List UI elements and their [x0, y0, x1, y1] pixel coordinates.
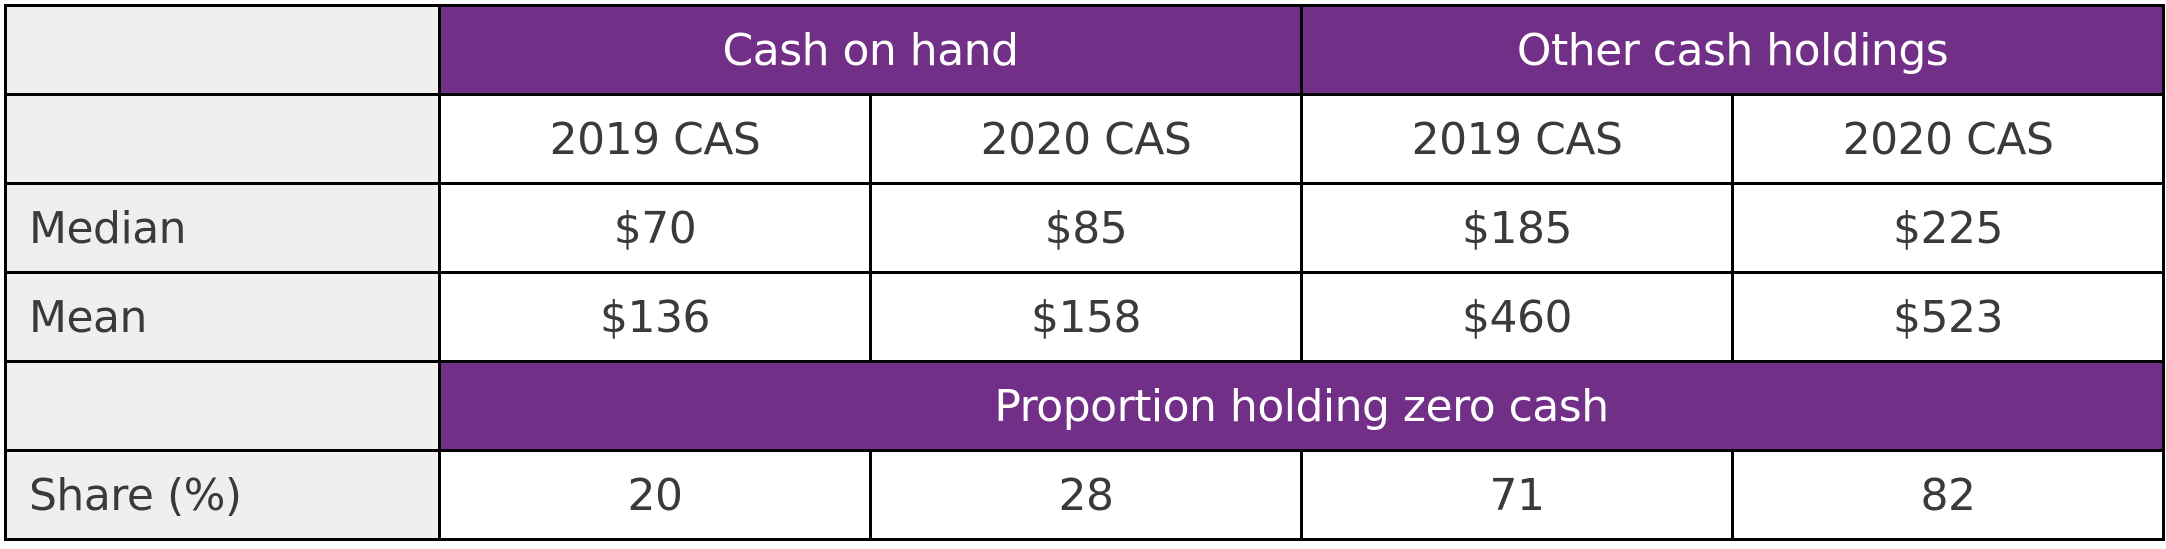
- column-header-row: 2019 CAS 2020 CAS 2019 CAS 2020 CAS: [4, 93, 2166, 185]
- table-cell: $158: [868, 271, 1304, 363]
- column-header-label-cell: [4, 93, 441, 185]
- table-cell: $85: [868, 182, 1304, 274]
- column-header: 2020 CAS: [868, 93, 1304, 185]
- table-cell: 82: [1731, 449, 2166, 541]
- table-row-mean: Mean $136 $158 $460 $523: [4, 271, 2166, 363]
- section-header-label-cell: [4, 360, 441, 452]
- section-header-zero-cash: Proportion holding zero cash: [437, 360, 2166, 452]
- row-label-median: Median: [4, 182, 441, 274]
- row-label-share: Share (%): [4, 449, 441, 541]
- table-row-share: Share (%) 20 28 71 82: [4, 449, 2166, 541]
- column-header: 2019 CAS: [1300, 93, 1735, 185]
- row-label-mean: Mean: [4, 271, 441, 363]
- table-cell: $136: [438, 271, 872, 363]
- table-cell: 28: [868, 449, 1304, 541]
- column-header: 2020 CAS: [1731, 93, 2166, 185]
- group-header-cash-on-hand: Cash on hand: [437, 4, 1304, 96]
- table-cell: 71: [1300, 449, 1735, 541]
- group-header-other-cash-holdings: Other cash holdings: [1300, 4, 2166, 96]
- section-header-row: Proportion holding zero cash: [4, 360, 2166, 452]
- corner-cell: [4, 4, 441, 96]
- cash-holdings-table: Cash on hand Other cash holdings 2019 CA…: [4, 4, 2166, 541]
- table-row-median: Median $70 $85 $185 $225: [4, 182, 2166, 274]
- table-cell: 20: [438, 449, 872, 541]
- table-cell: $185: [1300, 182, 1735, 274]
- table-cell: $70: [438, 182, 872, 274]
- table-cell: $460: [1300, 271, 1735, 363]
- group-header-row: Cash on hand Other cash holdings: [4, 4, 2166, 96]
- column-header: 2019 CAS: [438, 93, 872, 185]
- table-cell: $523: [1731, 271, 2166, 363]
- table-cell: $225: [1731, 182, 2166, 274]
